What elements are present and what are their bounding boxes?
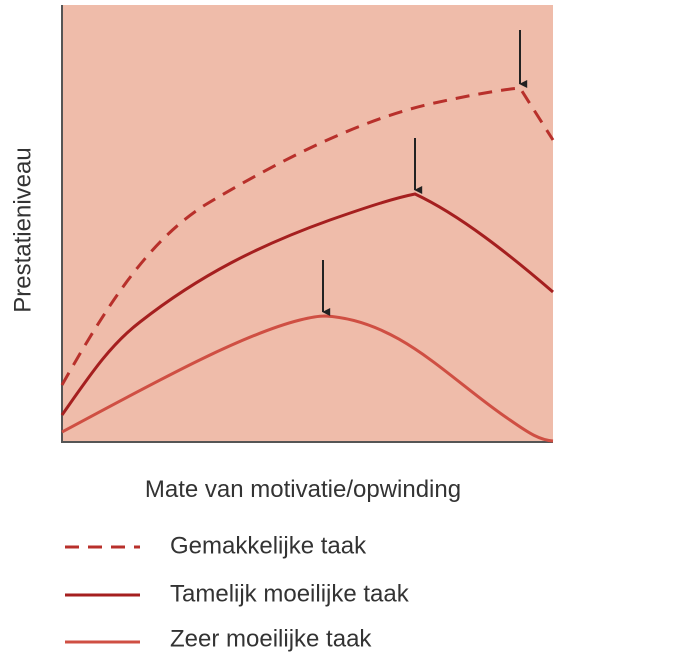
curve-hard xyxy=(61,314,554,443)
legend-label: Zeer moeilijke taak xyxy=(170,625,372,652)
legend-label: Tamelijk moeilijke taak xyxy=(170,580,410,607)
x-axis-label: Mate van motivatie/opwinding xyxy=(145,476,461,503)
plot-area xyxy=(62,5,553,442)
curve-easy xyxy=(60,86,555,386)
legend-label: Gemakkelijke taak xyxy=(170,532,367,559)
curve-moderate xyxy=(60,192,554,416)
y-axis-label: Prestatieniveau xyxy=(9,147,36,312)
